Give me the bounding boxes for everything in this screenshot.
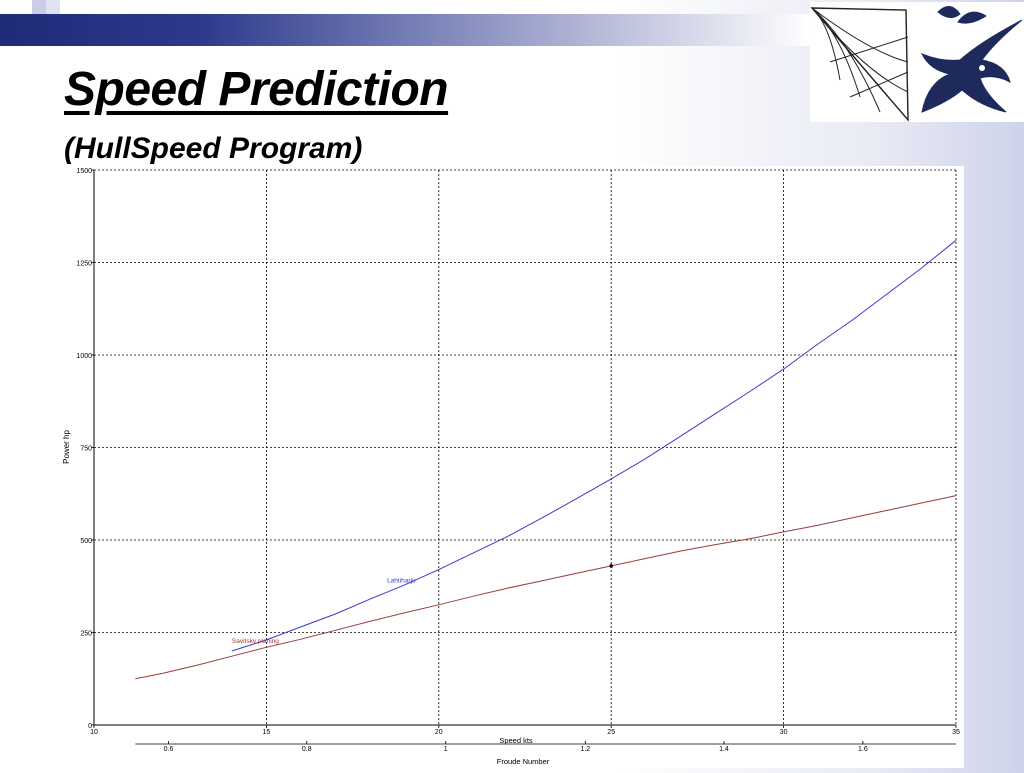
y-tick-label: 1500: [76, 168, 92, 175]
froude-tick-label: 0.6: [164, 746, 174, 753]
chart-axes: 10 15 20 25 30 35 0 250 500 750 1000 1250 1500 0.6 0.8…: [76, 168, 960, 753]
series-annotation: Lahtiharju: [387, 578, 416, 585]
x-tick-label: 10: [90, 729, 98, 736]
y-tick-label: 250: [80, 631, 92, 638]
x-tick-label: 25: [607, 729, 615, 736]
froude-tick-label: 1.6: [858, 746, 868, 753]
data-marker: [609, 564, 613, 568]
power-speed-chart: 10 15 20 25 30 35 0 250 500 750 1000 1250 1500 0.6 0.8…: [62, 168, 960, 766]
x-tick-label: 30: [780, 729, 788, 736]
froude-axis-label: Froude Number: [497, 757, 550, 766]
froude-tick-label: 1.4: [719, 746, 729, 753]
froude-tick-label: 1.2: [580, 746, 590, 753]
x-tick-label: 15: [263, 729, 271, 736]
x-axis-label: Speed kts: [499, 736, 533, 745]
sail-icon: [810, 7, 909, 122]
series-line: [231, 239, 957, 652]
logo: [810, 2, 1024, 122]
y-tick-label: 1000: [76, 353, 92, 360]
y-tick-label: 0: [88, 723, 92, 730]
chart-series: [135, 239, 957, 680]
y-tick-label: 500: [80, 538, 92, 545]
x-tick-label: 35: [952, 729, 960, 736]
chart-grid: [94, 169, 957, 725]
froude-tick-label: 1: [444, 746, 448, 753]
y-tick-label: 1250: [76, 261, 92, 268]
series-annotation: Savitsky planing: [232, 638, 279, 645]
series-line: [135, 495, 957, 680]
header-bar: [0, 14, 810, 46]
froude-tick-label: 0.8: [302, 746, 312, 753]
chart-labels: Lahtiharju Savitsky planing: [232, 564, 613, 645]
slide-subtitle: (HullSpeed Program): [64, 132, 363, 165]
chart-panel: 10 15 20 25 30 35 0 250 500 750 1000 1250 1500 0.6 0.8…: [60, 166, 964, 768]
slide-title: Speed Prediction: [64, 63, 449, 116]
x-tick-label: 20: [435, 729, 443, 736]
marlin-icon: [920, 6, 1023, 113]
y-tick-label: 750: [80, 446, 92, 453]
y-axis-label: Power hp: [62, 430, 71, 464]
